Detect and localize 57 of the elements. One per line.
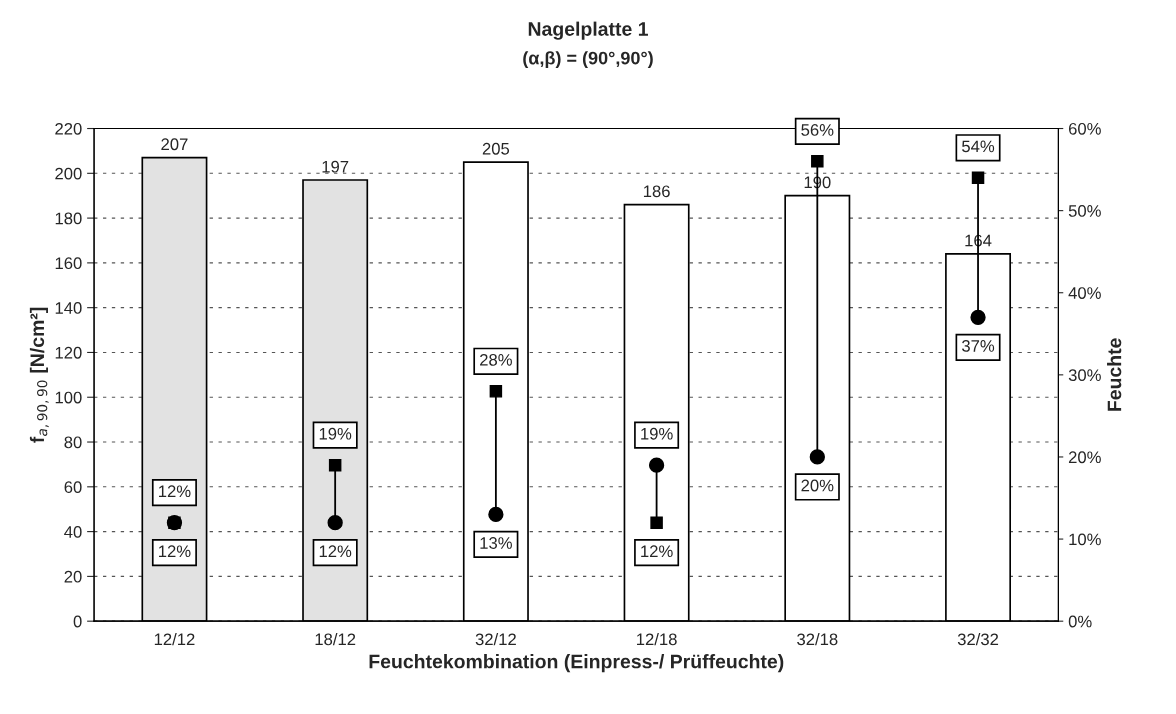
x-tick-label: 18/12 [315, 632, 356, 646]
x-axis-title: Feuchtekombination (Einpress-/ Prüffeuchte) [369, 654, 784, 673]
chart-subtitle: (α,β) = (90°,90°) [523, 51, 653, 69]
y2-tick-label: 40% [1068, 287, 1101, 299]
y-tick-label: 140 [55, 302, 82, 314]
x-tick-label: 32/12 [475, 632, 516, 646]
data-label: 19% [319, 427, 352, 440]
data-label: 12% [641, 545, 673, 558]
y-tick-label: 0 [73, 615, 82, 628]
y-axis-title: f$_{a,90,90}$ [N/cm²] [29, 307, 49, 443]
y-tick-label: 80 [64, 436, 82, 449]
data-label: 12% [319, 545, 352, 558]
y-tick-label: 120 [55, 346, 82, 359]
y-tick-label: 180 [55, 212, 82, 225]
data-label: 56% [801, 124, 834, 136]
data-label: 207 [161, 138, 188, 151]
y2-axis-title: Feuchte [1107, 338, 1122, 411]
data-label: 12% [159, 545, 191, 558]
chart-title: Nagelplatte 1 [528, 21, 648, 40]
x-tick-label: 32/18 [797, 632, 838, 646]
y2-tick-label: 10% [1069, 533, 1101, 546]
point [327, 515, 343, 531]
data-label: 20% [801, 479, 834, 492]
y2-tick-label: 20% [1068, 451, 1101, 464]
point [971, 171, 985, 185]
x-tick-label: 32/32 [957, 632, 999, 646]
point [650, 516, 663, 529]
point [488, 506, 504, 523]
data-label: 205 [482, 142, 510, 155]
x-tick-label: 12/12 [154, 632, 195, 646]
x-tick-label: 12/18 [637, 632, 677, 646]
point [648, 457, 665, 473]
y-tick-label: 60 [64, 481, 82, 494]
y-tick-label: 20 [64, 570, 82, 583]
y2-tick-label: 30% [1068, 369, 1101, 382]
y-tick-label: 40 [64, 526, 82, 538]
y-tick-label: 100 [55, 391, 82, 404]
y2-tick-label: 60% [1068, 122, 1101, 135]
data-label: 12% [159, 485, 191, 498]
data-label: 13% [480, 537, 512, 549]
y-tick-label: 220 [55, 122, 82, 135]
point [328, 458, 342, 472]
point [811, 155, 824, 168]
data-label: 186 [643, 185, 670, 198]
point [970, 309, 986, 326]
y2-tick-label: 50% [1068, 205, 1101, 217]
data-label: 19% [641, 427, 673, 440]
data-label: 28% [480, 353, 512, 366]
point [166, 515, 183, 531]
y-tick-label: 160 [55, 257, 82, 270]
point [489, 385, 503, 398]
data-label: 197 [322, 160, 349, 173]
data-label: 54% [962, 140, 995, 153]
point [809, 449, 825, 465]
data-label: 37% [962, 340, 995, 352]
y-tick-label: 200 [55, 167, 82, 180]
y2-tick-label: 0% [1068, 615, 1092, 628]
